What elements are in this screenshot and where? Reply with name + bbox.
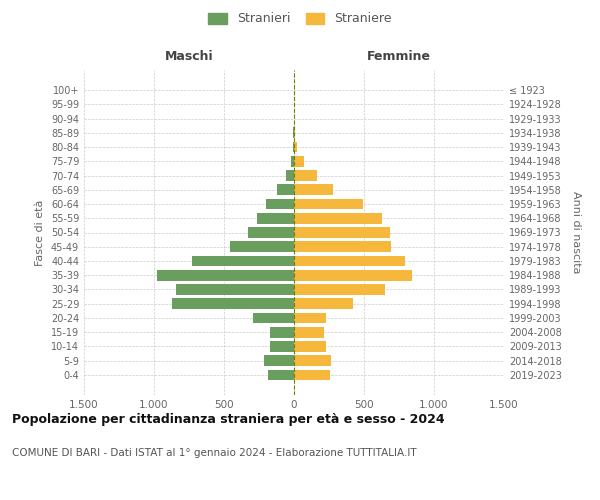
Bar xyxy=(294,156,304,166)
Bar xyxy=(294,256,404,266)
Bar xyxy=(264,356,294,366)
Y-axis label: Fasce di età: Fasce di età xyxy=(35,200,45,266)
Bar xyxy=(268,370,294,380)
Bar xyxy=(294,242,391,252)
Bar xyxy=(294,370,331,380)
Bar xyxy=(294,270,412,280)
Text: COMUNE DI BARI - Dati ISTAT al 1° gennaio 2024 - Elaborazione TUTTITALIA.IT: COMUNE DI BARI - Dati ISTAT al 1° gennai… xyxy=(12,448,416,458)
Bar xyxy=(294,356,331,366)
Bar xyxy=(192,256,294,266)
Bar xyxy=(253,312,294,324)
Text: Femmine: Femmine xyxy=(367,50,431,62)
Bar xyxy=(294,213,382,224)
Text: Popolazione per cittadinanza straniera per età e sesso - 2024: Popolazione per cittadinanza straniera p… xyxy=(12,412,445,426)
Bar xyxy=(294,327,324,338)
Bar xyxy=(294,142,296,152)
Bar xyxy=(294,170,317,181)
Bar xyxy=(290,156,294,166)
Y-axis label: Anni di nascita: Anni di nascita xyxy=(571,191,581,274)
Bar xyxy=(294,227,390,238)
Bar xyxy=(248,227,294,238)
Bar xyxy=(294,284,385,295)
Bar xyxy=(230,242,294,252)
Bar xyxy=(294,198,362,209)
Bar xyxy=(294,312,325,324)
Bar xyxy=(286,170,294,181)
Bar xyxy=(176,284,294,295)
Legend: Stranieri, Straniere: Stranieri, Straniere xyxy=(205,8,395,29)
Text: Maschi: Maschi xyxy=(164,50,214,62)
Bar xyxy=(266,198,294,209)
Bar xyxy=(270,327,294,338)
Bar xyxy=(294,341,326,351)
Bar xyxy=(172,298,294,309)
Bar xyxy=(294,128,295,138)
Bar xyxy=(294,298,353,309)
Bar xyxy=(269,341,294,351)
Bar xyxy=(257,213,294,224)
Bar xyxy=(277,184,294,195)
Bar xyxy=(293,142,294,152)
Bar xyxy=(157,270,294,280)
Bar xyxy=(294,184,333,195)
